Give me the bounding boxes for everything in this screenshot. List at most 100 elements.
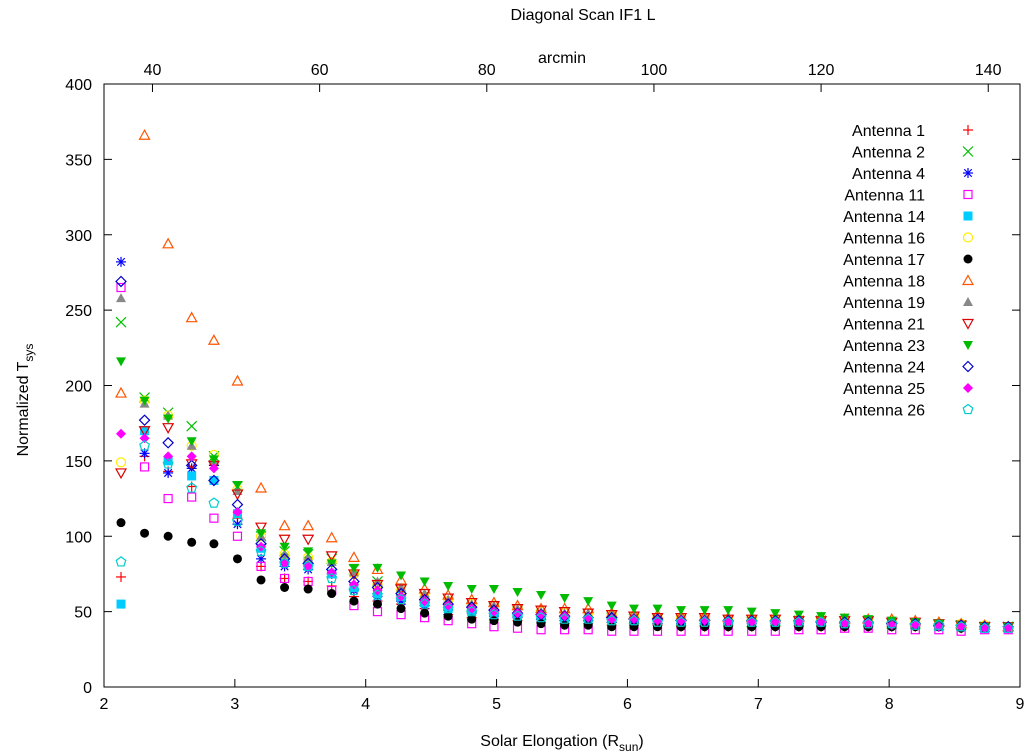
top-axis-label: arcmin bbox=[538, 50, 586, 67]
data-point bbox=[979, 622, 991, 633]
legend-label: Antenna 11 bbox=[844, 188, 925, 205]
data-point bbox=[862, 617, 874, 629]
x-tick-label: 2 bbox=[100, 696, 109, 713]
legend-marker bbox=[961, 318, 975, 330]
data-point bbox=[606, 601, 617, 611]
data-point bbox=[208, 497, 220, 508]
data-point bbox=[186, 451, 197, 462]
data-point bbox=[326, 572, 338, 584]
data-point bbox=[466, 599, 477, 609]
data-point bbox=[676, 615, 687, 626]
data-point bbox=[348, 563, 359, 573]
legend-label: Antenna 25 bbox=[843, 381, 925, 398]
data-point bbox=[559, 611, 570, 622]
data-point bbox=[255, 522, 268, 534]
top-tick-label: 100 bbox=[641, 62, 668, 79]
data-point bbox=[256, 575, 266, 585]
data-point bbox=[535, 611, 547, 623]
series-points bbox=[116, 451, 1014, 634]
data-point bbox=[488, 606, 499, 617]
data-point bbox=[256, 529, 267, 539]
data-point bbox=[395, 593, 407, 605]
data-point bbox=[723, 606, 734, 616]
data-point bbox=[187, 537, 197, 547]
data-point bbox=[138, 414, 151, 427]
x-tick-label: 8 bbox=[885, 696, 894, 713]
data-point bbox=[139, 462, 150, 472]
data-point bbox=[955, 620, 967, 632]
data-point bbox=[793, 616, 805, 627]
legend-marker bbox=[962, 232, 974, 243]
data-point bbox=[769, 616, 781, 627]
data-point bbox=[140, 528, 150, 538]
data-point bbox=[162, 458, 174, 469]
x-tick-label: 7 bbox=[754, 696, 763, 713]
data-point bbox=[606, 614, 618, 626]
data-point bbox=[418, 588, 431, 600]
chart-title: Diagonal Scan IF1 L bbox=[511, 7, 656, 24]
data-point bbox=[302, 519, 315, 531]
data-point bbox=[255, 545, 267, 556]
data-point bbox=[512, 588, 523, 598]
data-point bbox=[559, 613, 571, 624]
data-point bbox=[536, 591, 547, 601]
data-point bbox=[488, 585, 499, 595]
data-point bbox=[443, 600, 454, 611]
legend-marker bbox=[963, 297, 973, 306]
data-point bbox=[209, 539, 219, 549]
top-tick-label: 140 bbox=[975, 62, 1002, 79]
data-point bbox=[186, 420, 198, 432]
data-point bbox=[139, 396, 150, 406]
data-point bbox=[488, 608, 500, 620]
data-point bbox=[303, 584, 313, 594]
data-point bbox=[116, 428, 127, 439]
data-point bbox=[138, 426, 151, 437]
data-point bbox=[746, 616, 758, 627]
data-point bbox=[512, 610, 523, 621]
data-point bbox=[163, 531, 173, 541]
data-point bbox=[207, 334, 220, 345]
data-point bbox=[279, 573, 290, 584]
data-point bbox=[303, 552, 314, 562]
data-point bbox=[140, 426, 150, 436]
y-tick-label: 150 bbox=[65, 454, 92, 471]
data-point bbox=[466, 603, 477, 614]
data-point bbox=[699, 615, 710, 626]
data-point bbox=[746, 607, 757, 617]
data-point bbox=[372, 599, 382, 609]
data-point bbox=[1002, 622, 1014, 633]
data-point bbox=[558, 607, 571, 618]
data-point bbox=[419, 596, 430, 607]
data-point bbox=[232, 480, 243, 490]
data-point bbox=[420, 608, 430, 618]
y-tick-label: 400 bbox=[65, 77, 92, 94]
data-point bbox=[139, 440, 151, 451]
data-point bbox=[185, 311, 198, 323]
y-tick-label: 200 bbox=[65, 379, 92, 396]
data-point bbox=[163, 414, 174, 424]
series-points bbox=[116, 357, 1014, 632]
data-point bbox=[327, 589, 337, 599]
data-point bbox=[162, 436, 174, 449]
legend: Antenna 1 Antenna 2 Antenna 4 Antenna 11 Ant… bbox=[843, 123, 975, 420]
data-point bbox=[303, 547, 314, 557]
y-tick-label: 350 bbox=[65, 152, 92, 169]
top-tick-label: 60 bbox=[311, 62, 329, 79]
data-point bbox=[559, 594, 570, 604]
legend-label: Antenna 19 bbox=[843, 295, 925, 312]
data-point bbox=[443, 581, 454, 591]
legend-marker bbox=[962, 403, 974, 415]
data-point bbox=[676, 606, 687, 616]
data-point bbox=[886, 617, 898, 629]
data-point bbox=[163, 467, 174, 478]
legend-marker bbox=[963, 383, 973, 393]
legend-label: Antenna 1 bbox=[852, 123, 925, 140]
data-point bbox=[652, 616, 663, 627]
data-point bbox=[208, 455, 219, 465]
data-point bbox=[419, 577, 430, 587]
data-point bbox=[255, 481, 268, 493]
data-point bbox=[209, 475, 219, 485]
data-point bbox=[699, 616, 711, 627]
legend-marker bbox=[963, 211, 973, 221]
